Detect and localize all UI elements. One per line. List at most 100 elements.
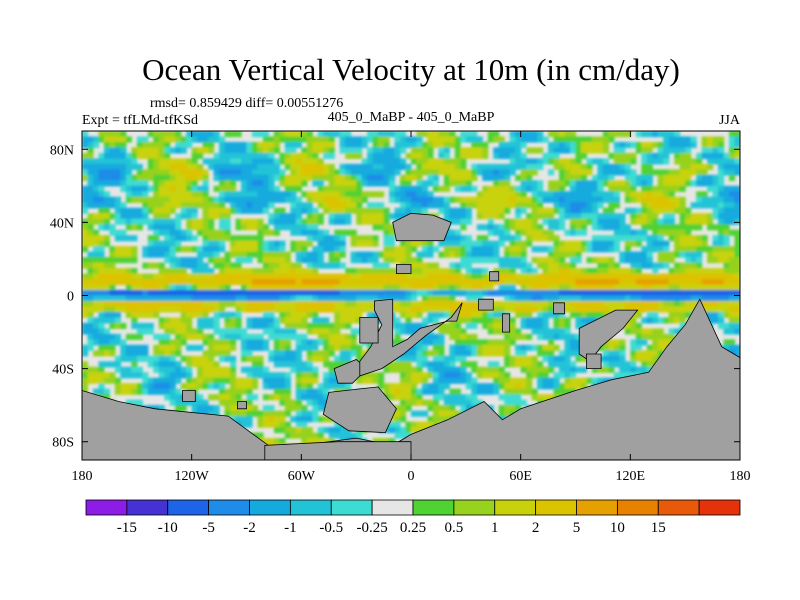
- field-cell: [734, 218, 740, 225]
- field-cell: [586, 290, 593, 297]
- field-cell: [153, 383, 160, 390]
- field-cell: [273, 257, 280, 264]
- field-cell: [487, 185, 494, 192]
- field-cell: [630, 290, 637, 297]
- field-cell: [257, 224, 264, 231]
- field-cell: [235, 240, 242, 247]
- field-cell: [186, 306, 193, 313]
- field-cell: [98, 257, 105, 264]
- field-cell: [103, 262, 111, 269]
- field-cell: [597, 273, 604, 280]
- field-cell: [103, 152, 111, 160]
- field-cell: [454, 273, 461, 280]
- field-cell: [559, 174, 566, 181]
- field-cell: [279, 251, 286, 258]
- field-cell: [87, 174, 94, 181]
- field-cell: [624, 361, 631, 368]
- field-cell: [548, 262, 555, 269]
- field-cell: [328, 333, 335, 340]
- field-cell: [301, 300, 308, 308]
- field-cell: [82, 207, 89, 214]
- field-cell: [482, 163, 489, 170]
- field-cell: [526, 306, 533, 313]
- field-cell: [180, 136, 187, 143]
- field-cell: [690, 169, 697, 176]
- field-cell: [224, 235, 231, 242]
- field-cell: [608, 202, 615, 209]
- field-cell: [317, 306, 324, 313]
- field-cell: [624, 224, 631, 231]
- field-cell: [679, 311, 686, 319]
- field-cell: [279, 240, 286, 247]
- field-cell: [416, 257, 423, 264]
- field-cell: [219, 394, 226, 401]
- field-cell: [241, 163, 248, 170]
- field-cell: [575, 317, 582, 324]
- field-cell: [191, 213, 198, 220]
- field-cell: [635, 366, 642, 373]
- field-cell: [301, 322, 308, 329]
- field-cell: [657, 131, 664, 138]
- field-cell: [372, 251, 379, 258]
- field-cell: [591, 185, 599, 192]
- field-cell: [591, 240, 599, 247]
- field-cell: [564, 284, 571, 291]
- field-cell: [559, 207, 566, 214]
- field-cell: [400, 322, 407, 329]
- field-cell: [443, 295, 450, 302]
- field-cell: [641, 246, 648, 253]
- field-cell: [668, 218, 675, 225]
- field-cell: [679, 196, 686, 203]
- field-cell: [131, 185, 138, 192]
- field-cell: [630, 251, 637, 258]
- field-cell: [493, 246, 500, 253]
- field-cell: [668, 235, 675, 242]
- run-label: 405_0_MaBP - 405_0_MaBP: [328, 110, 495, 125]
- field-cell: [487, 383, 494, 390]
- field-cell: [328, 322, 335, 329]
- field-cell: [109, 213, 116, 220]
- field-cell: [443, 152, 450, 160]
- field-cell: [465, 279, 472, 286]
- field-cell: [235, 147, 242, 154]
- field-cell: [317, 240, 324, 247]
- field-cell: [608, 295, 615, 302]
- field-cell: [131, 361, 138, 368]
- field-cell: [87, 185, 94, 192]
- field-cell: [531, 158, 538, 165]
- field-cell: [306, 344, 313, 351]
- field-cell: [345, 273, 352, 280]
- field-cell: [438, 410, 445, 417]
- field-cell: [509, 202, 516, 209]
- field-cell: [114, 207, 121, 214]
- field-cell: [411, 399, 418, 406]
- field-cell: [306, 207, 313, 214]
- field-cell: [465, 383, 472, 390]
- field-cell: [389, 147, 396, 154]
- field-cell: [548, 235, 555, 242]
- field-cell: [175, 279, 182, 286]
- field-cell: [580, 180, 588, 187]
- field-cell: [262, 180, 270, 187]
- field-cell: [87, 290, 94, 297]
- field-cell: [131, 251, 138, 258]
- field-cell: [312, 317, 319, 324]
- field-cell: [136, 191, 143, 198]
- field-cell: [591, 279, 599, 286]
- field-cell: [131, 279, 138, 286]
- field-cell: [668, 169, 675, 176]
- field-cell: [553, 295, 560, 302]
- field-cell: [619, 344, 626, 351]
- field-cell: [213, 311, 220, 319]
- field-cell: [273, 131, 280, 138]
- field-cell: [674, 147, 681, 154]
- field-cell: [284, 311, 291, 319]
- field-cell: [712, 290, 719, 297]
- field-cell: [476, 191, 483, 198]
- field-cell: [690, 218, 697, 225]
- field-cell: [526, 180, 533, 187]
- field-cell: [257, 300, 264, 308]
- field-cell: [191, 136, 198, 143]
- field-cell: [383, 284, 390, 291]
- field-cell: [208, 377, 215, 384]
